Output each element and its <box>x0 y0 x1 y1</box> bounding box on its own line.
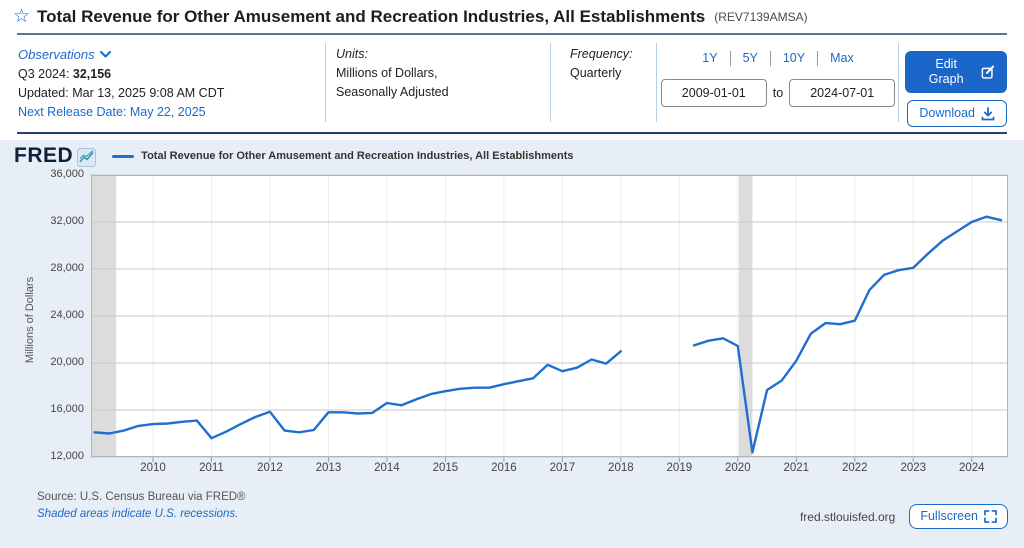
units-section: Units: Millions of Dollars, Seasonally A… <box>336 45 449 102</box>
x-tick-label: 2021 <box>783 462 810 474</box>
observations-dropdown[interactable]: Observations <box>18 45 111 64</box>
fullscreen-button[interactable]: Fullscreen <box>909 504 1008 529</box>
frequency-value: Quarterly <box>570 66 622 80</box>
x-tick-label: 2020 <box>725 462 751 474</box>
units-value-line2: Seasonally Adjusted <box>336 85 449 99</box>
download-label: Download <box>919 106 975 120</box>
range-separator <box>729 51 731 66</box>
range-separator <box>769 51 771 66</box>
x-tick-label: 2010 <box>140 462 166 474</box>
x-tick-label: 2012 <box>257 462 283 474</box>
column-divider <box>656 43 657 122</box>
y-tick-label: 12,000 <box>50 450 84 462</box>
range-section: 1Y 5Y 10Y Max to <box>660 35 896 107</box>
date-to-input[interactable] <box>789 79 896 107</box>
units-label: Units: <box>336 47 368 61</box>
x-tick-label: 2015 <box>432 462 459 474</box>
x-tick-label: 2018 <box>608 462 634 474</box>
column-divider <box>898 43 899 122</box>
column-divider <box>325 43 326 122</box>
plot-area[interactable] <box>91 174 1008 467</box>
page-title: Total Revenue for Other Amusement and Re… <box>37 6 706 26</box>
fred-logo: FRED <box>14 144 74 167</box>
observations-section: Observations Q3 2024: 32,156 Updated: Ma… <box>18 45 224 122</box>
page-header: ☆ Total Revenue for Other Amusement and … <box>0 0 1024 33</box>
date-from-input[interactable] <box>660 79 767 107</box>
y-tick-label: 20,000 <box>50 356 84 368</box>
meta-bar: Observations Q3 2024: 32,156 Updated: Ma… <box>0 35 1024 132</box>
frequency-label: Frequency: <box>570 47 633 61</box>
range-10y-button[interactable]: 10Y <box>782 51 806 65</box>
header-divider <box>17 33 1007 35</box>
latest-observation: Q3 2024: 32,156 <box>18 67 112 81</box>
updated-timestamp: Updated: Mar 13, 2025 9:08 AM CDT <box>18 86 225 100</box>
legend-label[interactable]: Total Revenue for Other Amusement and Re… <box>141 150 574 162</box>
chevron-down-icon <box>99 51 111 58</box>
y-tick-label: 32,000 <box>50 215 84 227</box>
next-release-link[interactable]: Next Release Date: May 22, 2025 <box>18 105 206 119</box>
x-tick-label: 2024 <box>958 462 985 474</box>
edit-graph-button[interactable]: Edit Graph <box>905 51 1007 93</box>
site-url: fred.stlouisfed.org <box>799 509 896 524</box>
fred-chart-icon <box>77 147 97 167</box>
frequency-section: Frequency: Quarterly <box>570 45 633 83</box>
range-max-button[interactable]: Max <box>830 51 854 65</box>
chart-header-row: FRED Total Revenue for Other Amusement a… <box>14 144 574 168</box>
series-id: (REV7139AMSA) <box>714 9 808 24</box>
footer-row: fred.stlouisfed.org Fullscreen <box>800 504 1008 529</box>
observations-label: Observations <box>18 47 95 62</box>
y-tick-label: 24,000 <box>50 309 84 321</box>
range-1y-button[interactable]: 1Y <box>702 51 718 65</box>
date-range-row: to <box>660 79 896 107</box>
chart-card: FRED Total Revenue for Other Amusement a… <box>0 140 1024 548</box>
meta-bottom-divider <box>17 132 1007 134</box>
x-tick-label: 2014 <box>374 462 400 474</box>
x-tick-label: 2017 <box>549 462 576 474</box>
legend-line-swatch <box>112 154 135 158</box>
edit-graph-label: Edit Graph <box>928 57 964 86</box>
latest-value: 32,156 <box>72 67 112 81</box>
range-selector: 1Y 5Y 10Y Max <box>660 49 896 68</box>
units-value-line1: Millions of Dollars, <box>336 66 438 80</box>
column-divider <box>550 43 551 122</box>
edit-pencil-icon <box>981 65 995 79</box>
recession-note-link[interactable]: Shaded areas indicate U.S. recessions. <box>37 508 239 520</box>
x-tick-label: 2013 <box>315 462 342 474</box>
range-5y-button[interactable]: 5Y <box>742 51 758 65</box>
x-tick-label: 2019 <box>666 462 693 474</box>
x-tick-label: 2016 <box>491 462 517 474</box>
favorite-star-icon[interactable]: ☆ <box>13 6 31 27</box>
y-tick-label: 36,000 <box>50 168 84 180</box>
fullscreen-label: Fullscreen <box>920 509 978 523</box>
range-separator <box>817 51 819 66</box>
x-tick-label: 2011 <box>199 462 224 474</box>
x-tick-label: 2022 <box>841 462 868 474</box>
download-icon <box>981 106 995 120</box>
y-tick-label: 28,000 <box>50 262 84 274</box>
y-tick-label: 16,000 <box>50 403 84 415</box>
fullscreen-icon <box>984 510 997 523</box>
source-block: Source: U.S. Census Bureau via FRED® Sha… <box>37 489 246 523</box>
x-tick-label: 2023 <box>900 462 927 474</box>
source-text: Source: U.S. Census Bureau via FRED® <box>37 491 246 503</box>
actions-section: Edit Graph Download <box>905 51 1007 127</box>
date-to-label: to <box>772 85 784 100</box>
download-button[interactable]: Download <box>907 100 1007 127</box>
